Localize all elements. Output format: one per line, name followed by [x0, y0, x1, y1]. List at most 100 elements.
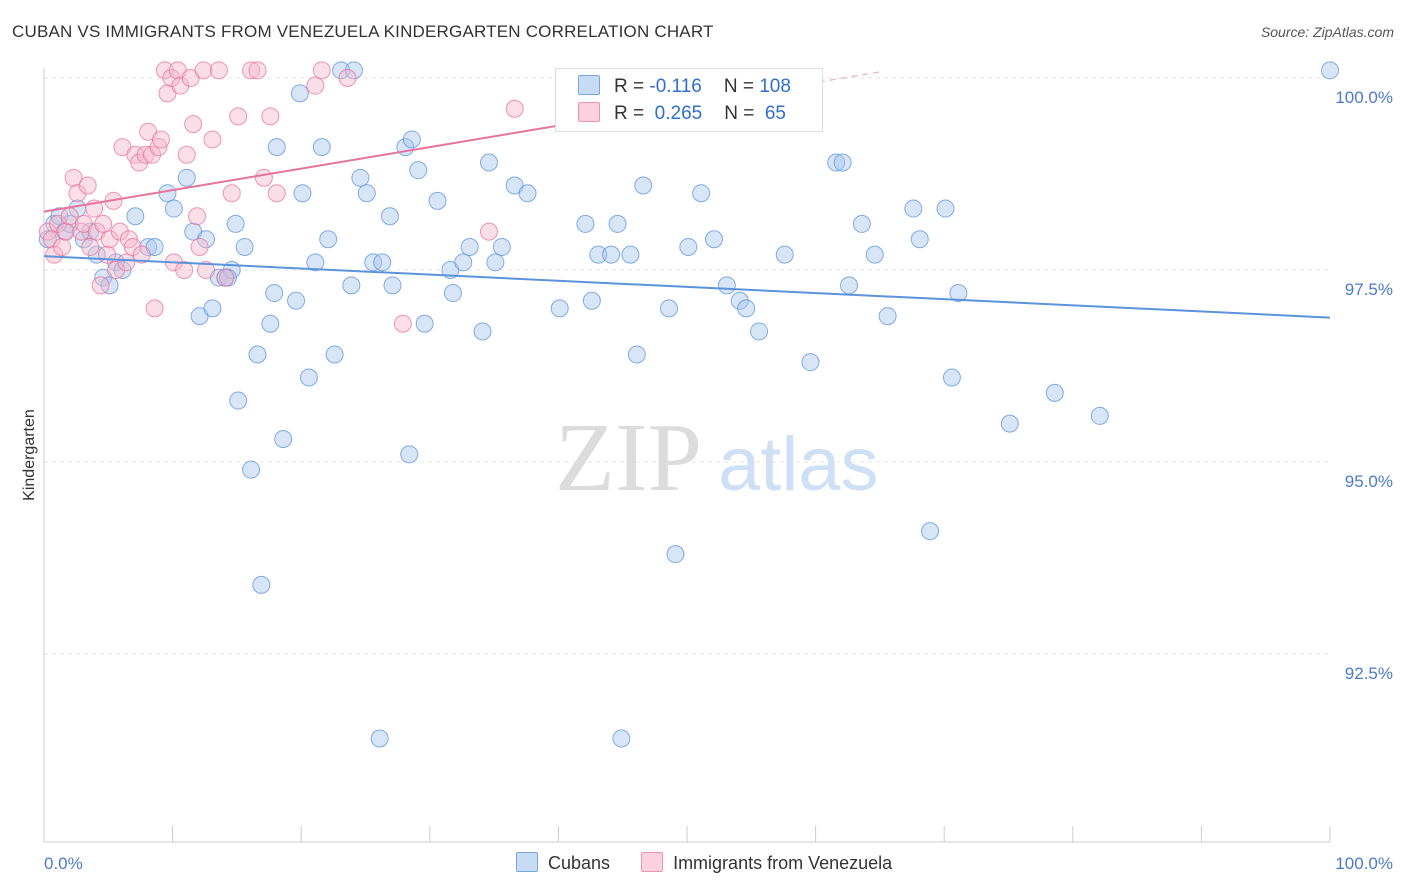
point-cubans [267, 138, 286, 157]
point-cubans [265, 284, 284, 303]
point-cubans [518, 184, 537, 203]
point-venezuela [194, 61, 213, 80]
trend-lines [43, 71, 1331, 319]
legend-n-value: 108 [759, 76, 791, 97]
point-cubans [479, 153, 498, 172]
point-cubans [139, 237, 158, 256]
point-cubans [904, 199, 923, 218]
point-venezuela [143, 145, 162, 164]
point-cubans [325, 345, 344, 364]
point-venezuela [107, 261, 126, 279]
point-cubans [290, 84, 309, 103]
point-cubans [679, 237, 698, 256]
point-cubans [370, 729, 389, 748]
series-swatch-venezuela [641, 852, 664, 872]
point-venezuela [45, 245, 64, 264]
point-cubans [415, 314, 434, 333]
axes [43, 68, 1331, 843]
legend-swatch-cubans [578, 75, 600, 95]
y-tick-label: 92.5% [1345, 664, 1393, 683]
point-cubans [332, 61, 351, 80]
legend-r-value: 0.265 [649, 103, 703, 124]
point-venezuela [393, 314, 412, 333]
trend-line-cubans [43, 255, 1331, 319]
point-cubans [261, 314, 280, 333]
x-tick-label: 100.0% [1335, 854, 1393, 873]
point-cubans [400, 445, 419, 464]
point-cubans [750, 322, 769, 341]
point-cubans [775, 245, 794, 264]
point-cubans [949, 284, 968, 303]
point-cubans [692, 184, 711, 203]
point-venezuela [53, 237, 72, 256]
data-points [38, 61, 1339, 748]
legend-row-venezuela: R = 0.265 N = 65 [578, 102, 786, 125]
point-cubans [1321, 61, 1339, 80]
series-legend-venezuela[interactable]: Immigrants from Venezuela [641, 852, 892, 874]
point-venezuela [222, 184, 241, 203]
point-cubans [342, 276, 361, 295]
point-venezuela [100, 230, 119, 249]
point-cubans [612, 729, 631, 748]
point-venezuela [229, 107, 248, 126]
point-venezuela [267, 184, 286, 203]
point-cubans [443, 284, 462, 303]
point-venezuela [248, 61, 267, 80]
y-axis-label: Kindergarten [21, 409, 38, 501]
point-venezuela [171, 76, 190, 95]
series-label-venezuela: Immigrants from Venezuela [673, 853, 893, 873]
point-cubans [197, 230, 216, 249]
point-venezuela [190, 237, 209, 256]
point-cubans [364, 253, 383, 272]
point-cubans [878, 307, 897, 326]
point-cubans [659, 299, 678, 318]
point-venezuela [78, 176, 97, 195]
point-cubans [460, 237, 479, 256]
watermark-atlas: atlas [718, 422, 879, 507]
series-legend-cubans[interactable]: Cubans [516, 852, 610, 874]
point-venezuela [338, 69, 357, 87]
point-cubans [293, 184, 312, 203]
point-cubans [634, 176, 653, 195]
point-cubans [158, 184, 177, 203]
point-cubans [107, 253, 126, 272]
point-venezuela [132, 245, 151, 264]
point-venezuela [68, 184, 87, 203]
point-cubans [357, 184, 376, 203]
point-cubans [1000, 414, 1019, 433]
point-venezuela [152, 130, 171, 149]
point-venezuela [312, 61, 331, 80]
y-tick-label: 97.5% [1345, 280, 1393, 299]
chart-title: CUBAN VS IMMIGRANTS FROM VENEZUELA KINDE… [12, 22, 714, 41]
legend-n-label: N = [723, 76, 760, 97]
grid-lines [44, 77, 1330, 655]
point-venezuela [203, 130, 222, 149]
legend-r-label: R = [614, 103, 650, 124]
point-venezuela [261, 107, 280, 126]
point-cubans [737, 299, 756, 318]
y-tick-label: 100.0% [1335, 88, 1393, 107]
point-cubans [621, 245, 640, 264]
legend-r-label: R = [614, 76, 650, 97]
point-venezuela [197, 261, 216, 279]
point-cubans [312, 138, 331, 157]
tick-labels: 100.0% 97.5% 95.0% 92.5% 0.0% 100.0% [44, 88, 1393, 873]
point-venezuela [155, 61, 174, 80]
point-cubans [177, 168, 196, 187]
point-cubans [428, 191, 447, 210]
source-credit: Source: ZipAtlas.com [1260, 24, 1394, 40]
point-cubans [351, 168, 370, 187]
point-cubans [582, 291, 601, 310]
point-cubans [383, 276, 402, 295]
point-cubans [274, 429, 293, 448]
point-cubans [38, 230, 57, 249]
point-cubans [380, 207, 399, 226]
point-cubans [409, 161, 428, 180]
point-cubans [242, 460, 261, 479]
point-venezuela [64, 168, 83, 187]
x-tick-label: 0.0% [44, 854, 83, 873]
point-cubans [306, 253, 325, 272]
point-cubans [852, 214, 871, 233]
point-cubans [203, 299, 222, 318]
